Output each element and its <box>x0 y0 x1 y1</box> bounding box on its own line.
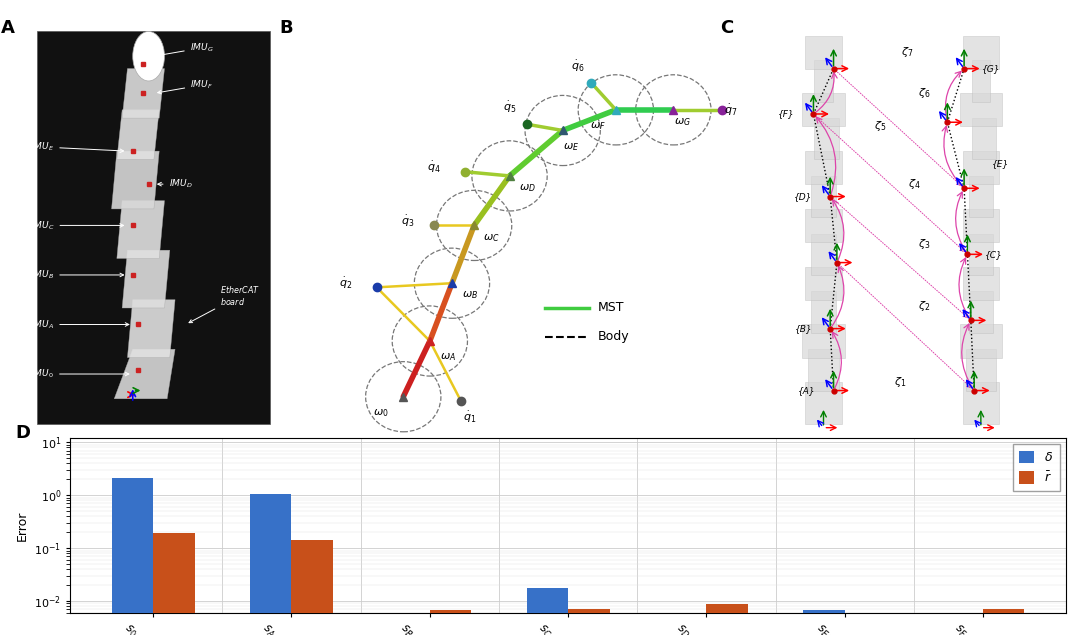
Bar <box>665 615 706 635</box>
Bar <box>960 93 1002 126</box>
Bar <box>962 382 999 424</box>
Bar <box>845 613 887 635</box>
Text: A: A <box>0 19 14 37</box>
Text: C: C <box>719 19 733 37</box>
Text: $\zeta_5$: $\zeta_5$ <box>874 119 887 133</box>
Bar <box>806 209 841 242</box>
Bar <box>38 32 270 424</box>
Text: $\dot{q}_6$: $\dot{q}_6$ <box>571 59 585 74</box>
Text: $\omega_G$: $\omega_G$ <box>674 116 691 128</box>
Text: MST: MST <box>598 302 624 314</box>
Text: $\dot{q}_3$: $\dot{q}_3$ <box>401 213 415 229</box>
Text: $IMU_A$: $IMU_A$ <box>31 318 129 331</box>
Bar <box>802 93 845 126</box>
Bar <box>962 267 999 300</box>
Bar <box>960 324 1002 358</box>
Text: $IMU_C$: $IMU_C$ <box>31 219 123 232</box>
Text: $\dot{q}_2$: $\dot{q}_2$ <box>339 276 352 291</box>
Text: {D}: {D} <box>794 192 812 201</box>
Text: $\dot{q}_5$: $\dot{q}_5$ <box>503 100 516 116</box>
Text: $\omega_C$: $\omega_C$ <box>484 232 500 244</box>
Polygon shape <box>122 69 164 118</box>
Bar <box>706 604 747 635</box>
Text: {G}: {G} <box>982 64 1000 73</box>
Text: $IMU_F$: $IMU_F$ <box>158 79 213 94</box>
Polygon shape <box>114 349 175 399</box>
Bar <box>942 613 983 635</box>
Polygon shape <box>127 300 175 358</box>
Text: $\dot{q}_4$: $\dot{q}_4$ <box>428 160 441 175</box>
Text: $\zeta_7$: $\zeta_7$ <box>901 45 914 59</box>
Text: D: D <box>15 424 30 442</box>
Polygon shape <box>111 151 159 209</box>
Text: $\dot{q}_7$: $\dot{q}_7$ <box>725 102 738 117</box>
Bar <box>811 291 836 333</box>
Bar <box>527 587 568 635</box>
Circle shape <box>133 32 164 81</box>
Bar <box>969 176 993 217</box>
Text: $\zeta_4$: $\zeta_4$ <box>907 177 920 191</box>
Bar <box>249 494 292 635</box>
Bar <box>969 234 993 275</box>
Text: {E}: {E} <box>993 159 1010 168</box>
Bar <box>111 478 153 635</box>
Bar <box>966 349 996 391</box>
Y-axis label: Error: Error <box>15 511 28 540</box>
Text: $IMU_B$: $IMU_B$ <box>31 269 123 281</box>
Polygon shape <box>117 201 164 258</box>
Bar <box>814 118 838 159</box>
Text: $EtherCAT$
$board$: $EtherCAT$ $board$ <box>189 284 260 323</box>
Text: {B}: {B} <box>795 324 812 333</box>
Text: $\zeta_1$: $\zeta_1$ <box>894 375 907 389</box>
Bar <box>962 151 999 184</box>
Bar <box>806 36 841 69</box>
Bar <box>814 60 833 102</box>
Text: $IMU_E$: $IMU_E$ <box>31 141 123 153</box>
Bar <box>811 234 836 275</box>
Bar <box>806 151 841 184</box>
Text: $\dot{q}_1$: $\dot{q}_1$ <box>463 410 476 425</box>
Bar <box>809 349 838 391</box>
Bar <box>568 609 609 635</box>
Text: $\zeta_3$: $\zeta_3$ <box>918 237 930 251</box>
Polygon shape <box>122 250 170 308</box>
Bar <box>389 624 430 635</box>
Bar <box>962 36 999 69</box>
Text: $IMU_G$: $IMU_G$ <box>158 42 214 57</box>
Bar <box>972 60 990 102</box>
Bar <box>802 324 845 358</box>
Text: {A}: {A} <box>798 386 815 395</box>
Text: $\omega_0$: $\omega_0$ <box>374 407 389 419</box>
Bar <box>153 533 194 635</box>
Bar <box>806 267 841 300</box>
Text: B: B <box>280 19 293 37</box>
Bar <box>292 540 333 635</box>
Legend: $\delta$, $\bar{r}$: $\delta$, $\bar{r}$ <box>1013 444 1059 491</box>
Text: $\omega_A$: $\omega_A$ <box>440 352 456 363</box>
Bar <box>430 610 471 635</box>
Text: $IMU_0$: $IMU_0$ <box>31 368 129 380</box>
Text: $\omega_E$: $\omega_E$ <box>564 141 580 153</box>
Text: $\zeta_6$: $\zeta_6$ <box>918 86 930 100</box>
Text: {F}: {F} <box>779 109 795 119</box>
Bar <box>969 291 993 333</box>
Text: $\omega_F$: $\omega_F$ <box>590 121 606 132</box>
Bar <box>806 382 841 424</box>
Polygon shape <box>117 110 159 159</box>
Bar <box>804 610 845 635</box>
Text: $\omega_B$: $\omega_B$ <box>461 290 477 302</box>
Text: Body: Body <box>598 330 630 344</box>
Text: {C}: {C} <box>985 250 1003 259</box>
Text: $\omega_D$: $\omega_D$ <box>518 182 536 194</box>
Bar <box>972 118 996 159</box>
Bar <box>983 609 1025 635</box>
Bar <box>811 176 836 217</box>
Text: $IMU_D$: $IMU_D$ <box>158 178 192 190</box>
Text: $\zeta_2$: $\zeta_2$ <box>918 299 930 313</box>
Bar <box>962 209 999 242</box>
